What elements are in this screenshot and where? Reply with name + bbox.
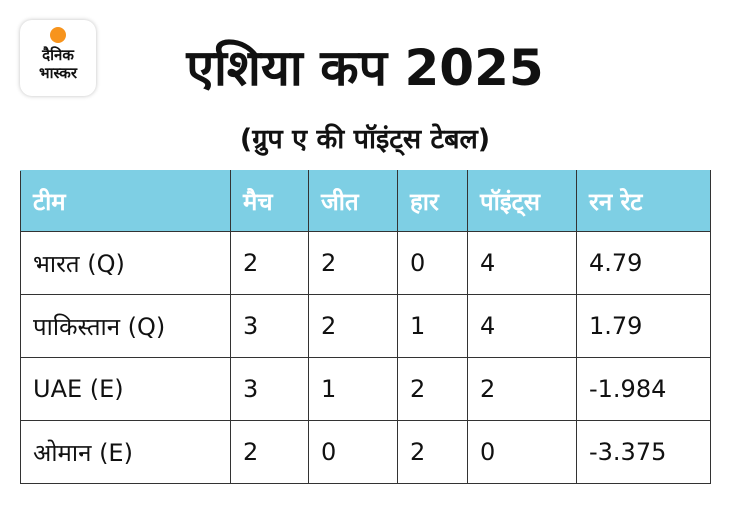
column-header: टीम	[20, 170, 231, 232]
team-cell: पाकिस्तान (Q)	[20, 294, 231, 358]
stat-cell: 1.79	[576, 294, 711, 358]
table-row: भारत (Q) 2 2 0 4 4.79	[20, 231, 711, 295]
stat-cell: 3	[230, 294, 309, 358]
stat-cell: 2	[397, 420, 468, 484]
stat-cell: 1	[308, 357, 398, 421]
stat-cell: 2	[230, 231, 309, 295]
logo-text: दैनिक	[42, 46, 74, 64]
title: एशिया कप 2025	[186, 39, 544, 97]
stat-cell: 2	[308, 231, 398, 295]
logo: दैनिक भास्कर	[20, 20, 96, 96]
team-cell: UAE (E)	[20, 357, 231, 421]
table-body: भारत (Q) 2 2 0 4 4.79 पाकिस्तान (Q) 3 2 1 4 1.79 UAE…	[20, 231, 711, 484]
table-row: UAE (E) 3 1 2 2 -1.984	[20, 357, 711, 421]
team-cell: भारत (Q)	[20, 231, 231, 295]
points-table: टीम मैच जीत हार पॉइंट्स रन रेट भारत (Q) 2 2 0 4 4.…	[20, 170, 711, 484]
stat-cell: 4	[467, 294, 577, 358]
column-header: रन रेट	[576, 170, 711, 232]
header-row: टीम मैच जीत हार पॉइंट्स रन रेट	[20, 170, 711, 232]
stat-cell: 1	[397, 294, 468, 358]
stat-cell: 2	[397, 357, 468, 421]
column-header: हार	[397, 170, 468, 232]
stat-cell: 0	[308, 420, 398, 484]
team-cell: ओमान (E)	[20, 420, 231, 484]
stat-cell: 3	[230, 357, 309, 421]
column-header: पॉइंट्स	[467, 170, 577, 232]
stat-cell: 0	[397, 231, 468, 295]
logo-sun	[50, 27, 66, 43]
stat-cell: 4.79	[576, 231, 711, 295]
table-row: ओमान (E) 2 0 2 0 -3.375	[20, 420, 711, 484]
subtitle: (ग्रुप ए की पॉइंट्स टेबल)	[239, 124, 491, 155]
column-header: जीत	[308, 170, 398, 232]
stat-cell: 2	[467, 357, 577, 421]
stat-cell: 0	[467, 420, 577, 484]
stat-cell: -3.375	[576, 420, 711, 484]
stat-cell: 2	[230, 420, 309, 484]
stat-cell: 4	[467, 231, 577, 295]
stat-cell: 2	[308, 294, 398, 358]
table-row: पाकिस्तान (Q) 3 2 1 4 1.79	[20, 294, 711, 358]
logo-text: भास्कर	[39, 64, 77, 82]
stat-cell: -1.984	[576, 357, 711, 421]
column-header: मैच	[230, 170, 309, 232]
